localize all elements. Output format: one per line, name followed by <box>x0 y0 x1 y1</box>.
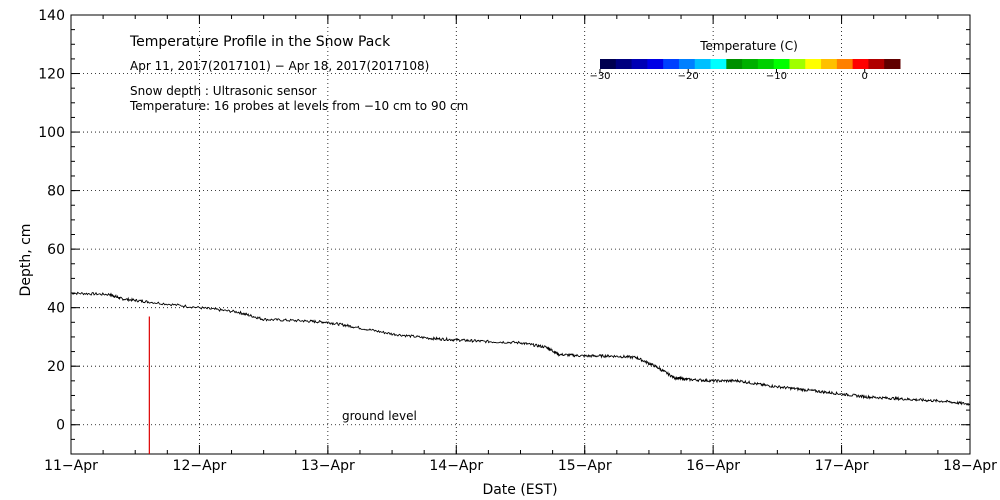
colorbar-tick-label: −10 <box>766 71 787 82</box>
x-tick-label: 13−Apr <box>301 458 355 474</box>
colorbar-cell <box>600 59 617 69</box>
axis-ticks: 0 20 40 60 80 100 120 140 11−Apr 12−Apr 13−Apr 14−A… <box>38 8 997 474</box>
x-tick-label: 12−Apr <box>173 458 227 474</box>
colorbar-cell <box>852 59 869 69</box>
colorbar-cell <box>868 59 885 69</box>
y-tick-label: 40 <box>47 301 65 317</box>
colorbar-tick-label: 0 <box>862 71 868 82</box>
x-tick-label: 15−Apr <box>558 458 612 474</box>
x-tick-label: 11−Apr <box>44 458 98 474</box>
series-layer <box>70 291 971 454</box>
plot-frame <box>70 14 971 455</box>
colorbar-cell <box>647 59 664 69</box>
colorbar-cell <box>836 59 854 69</box>
annotation-probes: Temperature: 16 probes at levels from −1… <box>129 99 468 113</box>
y-tick-label: 140 <box>38 8 65 24</box>
colorbar-cell <box>805 59 822 69</box>
colorbar-tick-label: −30 <box>589 71 610 82</box>
y-tick-label: 0 <box>56 418 65 434</box>
x-tick-label: 14−Apr <box>429 458 483 474</box>
colorbar-cell <box>631 59 648 69</box>
colorbar-cell <box>615 59 633 69</box>
y-axis-label: Depth, cm <box>18 224 34 297</box>
colorbar-cell <box>821 59 838 69</box>
y-tick-label: 80 <box>47 184 65 200</box>
x-axis-label: Date (EST) <box>482 482 557 498</box>
temperature-colorbar: Temperature (C) −30 −20 −10 0 <box>589 39 901 82</box>
x-tick-label: 18−Apr <box>943 458 997 474</box>
x-tick-label: 17−Apr <box>815 458 869 474</box>
y-tick-label: 20 <box>47 359 65 375</box>
colorbar-cell <box>694 59 712 69</box>
chart-subtitle: Apr 11, 2017(2017101) − Apr 18, 2017(201… <box>130 59 429 73</box>
colorbar-cell <box>726 59 743 69</box>
colorbar-title: Temperature (C) <box>699 39 798 53</box>
colorbar-cell <box>789 59 806 69</box>
x-tick-label: 16−Apr <box>686 458 740 474</box>
y-tick-label: 120 <box>38 67 65 83</box>
colorbar-cell <box>884 59 901 69</box>
y-tick-label: 100 <box>38 125 65 141</box>
annotation-sensor: Snow depth : Ultrasonic sensor <box>130 84 317 98</box>
colorbar-cell <box>757 59 775 69</box>
colorbar-cell <box>773 59 790 69</box>
grid <box>71 14 970 454</box>
colorbar-cell <box>710 59 727 69</box>
chart-title: Temperature Profile in the Snow Pack <box>129 34 391 50</box>
colorbar-cell <box>663 59 680 69</box>
colorbar-cell <box>678 59 696 69</box>
colorbar-cell <box>742 59 759 69</box>
colorbar-tick-label: −20 <box>678 71 699 82</box>
snow-depth-line <box>70 291 971 407</box>
ground-level-label: ground level <box>342 409 417 423</box>
y-tick-label: 60 <box>47 242 65 258</box>
